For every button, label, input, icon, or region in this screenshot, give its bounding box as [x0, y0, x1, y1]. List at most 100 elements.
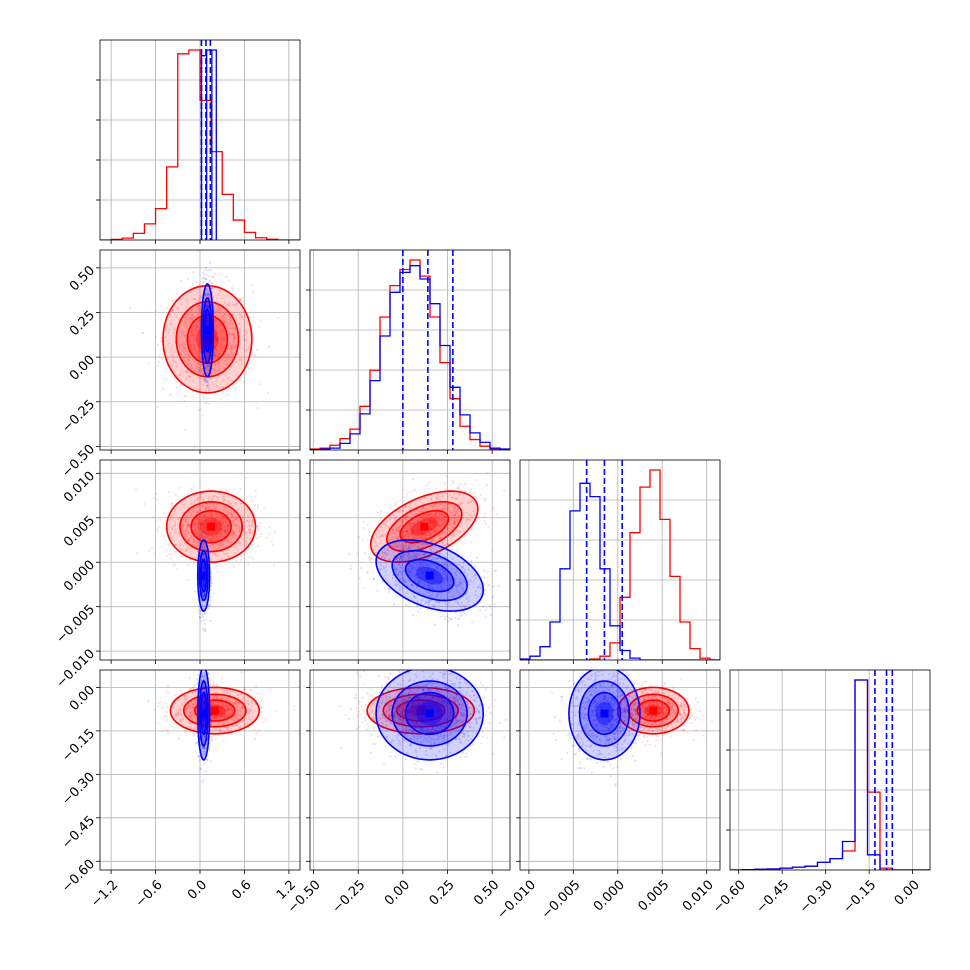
scatter-point [429, 526, 432, 529]
scatter-point [171, 309, 174, 312]
scatter-point [415, 573, 418, 576]
scatter-point [183, 347, 187, 350]
scatter-point [421, 564, 424, 568]
scatter-point [226, 697, 229, 700]
scatter-point [143, 502, 146, 506]
scatter-point [211, 367, 215, 371]
scatter-point [216, 703, 220, 706]
scatter-point [242, 334, 245, 337]
scatter-point [380, 555, 383, 558]
scatter-point [443, 516, 446, 519]
scatter-point [210, 540, 213, 543]
scatter-point [429, 583, 432, 586]
scatter-point [383, 547, 386, 550]
scatter-point [243, 329, 246, 333]
scatter-point [405, 505, 408, 508]
scatter-point [401, 530, 404, 533]
scatter-point [236, 509, 239, 512]
scatter-point [388, 588, 391, 591]
scatter-point [221, 519, 224, 522]
scatter-point [186, 323, 189, 326]
scatter-point [429, 516, 433, 519]
scatter-point [256, 544, 260, 547]
scatter-point [406, 547, 409, 551]
scatter-point [205, 290, 208, 293]
scatter-point [206, 312, 209, 315]
scatter-point [165, 710, 168, 714]
scatter-point [413, 522, 416, 525]
scatter-point [205, 335, 208, 338]
scatter-point [222, 498, 225, 501]
scatter-point [221, 703, 225, 706]
scatter-point [427, 581, 430, 584]
scatter-point [225, 505, 228, 508]
scatter-point [194, 538, 197, 541]
scatter-point [202, 526, 205, 529]
scatter-point [420, 531, 424, 535]
scatter-point [438, 573, 441, 576]
scatter-point [184, 394, 188, 397]
scatter-point [191, 556, 194, 559]
scatter-point [384, 552, 387, 555]
scatter-point [165, 719, 168, 722]
scatter-point [230, 347, 233, 350]
scatter-point [198, 537, 201, 540]
scatter-point [452, 534, 455, 538]
scatter-point [391, 514, 395, 517]
scatter-point [212, 495, 215, 498]
scatter-point [208, 383, 211, 386]
scatter-point [414, 596, 417, 599]
scatter-point [195, 564, 198, 567]
scatter-point [224, 352, 227, 356]
scatter-point [213, 364, 216, 367]
scatter-point [213, 272, 216, 275]
scatter-point [202, 552, 206, 556]
scatter-point [441, 518, 444, 522]
scatter-point [374, 548, 377, 551]
scatter-point [227, 353, 230, 356]
scatter-point [192, 538, 196, 541]
scatter-point [219, 710, 222, 713]
scatter-point [431, 556, 435, 560]
scatter-point [197, 299, 200, 302]
scatter-point [441, 541, 444, 545]
scatter-point [443, 520, 447, 523]
scatter-point [408, 521, 411, 524]
scatter-point [407, 567, 410, 571]
scatter-point [221, 697, 224, 700]
scatter-point [217, 376, 220, 379]
scatter-point [257, 730, 260, 733]
scatter-point [205, 511, 208, 514]
scatter-point [413, 595, 416, 599]
scatter-point [481, 605, 485, 608]
scatter-point [218, 730, 222, 733]
scatter-point [423, 533, 426, 536]
scatter-point [215, 691, 218, 694]
scatter-point [456, 518, 459, 521]
scatter-point [198, 529, 202, 532]
scatter-point [200, 363, 203, 366]
scatter-point [195, 324, 198, 328]
scatter-point [471, 580, 474, 584]
contour-red [186, 314, 229, 365]
scatter-point [433, 604, 436, 607]
scatter-point [449, 518, 452, 521]
scatter-point [210, 704, 213, 707]
scatter-point [225, 363, 228, 366]
scatter-point [238, 331, 241, 334]
scatter-point [239, 488, 242, 491]
scatter-point [389, 538, 392, 541]
scatter-point [382, 566, 385, 569]
scatter-point [174, 493, 177, 497]
scatter-point [250, 521, 254, 524]
scatter-point [430, 540, 433, 543]
scatter-point [445, 542, 449, 545]
scatter-point [442, 614, 445, 618]
scatter-point [203, 564, 206, 567]
scatter-point [426, 567, 430, 570]
scatter-point [202, 584, 205, 587]
scatter-point [193, 703, 196, 706]
scatter-point [486, 483, 489, 486]
scatter-point [206, 305, 209, 308]
scatter-point [453, 521, 456, 524]
